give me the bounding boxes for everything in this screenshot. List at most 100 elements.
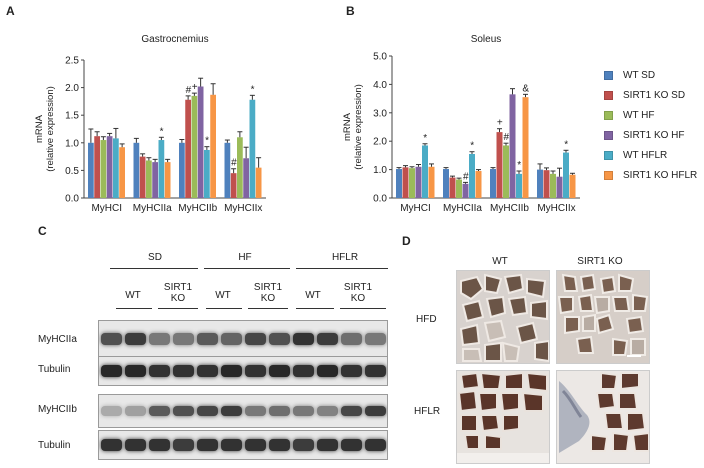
y-axis-label: mRNA(relative expression) — [34, 86, 56, 172]
bar — [422, 145, 428, 198]
y-axis-label: mRNA(relative expression) — [342, 84, 364, 170]
bar — [556, 176, 563, 198]
bar — [230, 173, 237, 198]
blot-band — [125, 333, 146, 345]
blot-band — [245, 333, 266, 345]
histology-image-ko-hflr — [556, 370, 650, 464]
y-tick-label: 1.5 — [65, 111, 79, 122]
group-line-sd — [110, 268, 198, 269]
bar — [204, 149, 210, 198]
blot-band — [365, 365, 386, 377]
group-label-sd: SD — [148, 252, 162, 263]
subgroup-label: WT — [125, 290, 141, 301]
bar — [449, 177, 456, 198]
significance-mark: * — [160, 126, 164, 137]
bar — [415, 166, 422, 198]
blot-label-myhciia: MyHCIIa — [38, 334, 77, 345]
group-line-hf — [204, 268, 290, 269]
histology-image-wt-hflr — [456, 370, 550, 464]
y-tick-label: 2.0 — [65, 83, 79, 94]
subgroup-line — [116, 308, 152, 309]
blot-band — [365, 406, 386, 416]
bar — [462, 183, 469, 198]
bar — [456, 179, 462, 198]
blot-strip-myhciib — [98, 394, 388, 428]
blot-band — [341, 439, 362, 451]
legend-label: SIRT1 KO SD — [623, 90, 686, 101]
bar — [139, 156, 146, 198]
significance-mark: + — [497, 118, 503, 129]
bar — [152, 162, 158, 198]
bar — [100, 140, 107, 198]
blot-strip-tubulin — [98, 430, 388, 460]
y-tick-label: 0.0 — [373, 194, 387, 205]
blot-band — [317, 333, 338, 345]
histology-col-wt: WT — [492, 256, 508, 267]
subgroup-line — [296, 308, 334, 309]
legend-swatch — [604, 170, 613, 180]
muscle-section-image — [457, 271, 549, 363]
blot-band — [125, 365, 146, 377]
bar — [119, 147, 125, 198]
blot-band — [269, 406, 290, 416]
panel-letter-b: B — [346, 4, 355, 18]
legend-item: SIRT1 KO HF — [604, 130, 685, 141]
bar — [185, 99, 191, 198]
bar — [396, 169, 402, 198]
bar — [255, 167, 262, 198]
legend-label: WT SD — [623, 70, 656, 81]
x-tick-label: MyHCIIb — [490, 203, 529, 214]
muscle-section-image — [457, 371, 549, 463]
bar — [537, 169, 543, 198]
blot-strip-tubulin — [98, 356, 388, 386]
blot-band — [101, 365, 122, 377]
blot-band — [149, 365, 170, 377]
significance-mark: + — [192, 82, 198, 93]
blot-strip-myhciia — [98, 320, 388, 358]
y-tick-label: 0.5 — [65, 166, 79, 177]
chart-title: Gastrocnemius — [141, 34, 208, 45]
y-tick-label: 5.0 — [373, 52, 387, 63]
blot-band — [221, 333, 242, 345]
bar — [224, 142, 231, 198]
bar — [179, 142, 185, 198]
bar — [569, 174, 576, 198]
blot-band — [197, 439, 218, 451]
y-axis-label-line: mRNA — [342, 112, 353, 141]
y-tick-label: 1.0 — [373, 165, 387, 176]
blot-band — [173, 439, 194, 451]
subgroup-line — [340, 308, 386, 309]
legend: WT SD SIRT1 KO SD WT HF SIRT1 KO HF WT H… — [604, 70, 704, 190]
blot-band — [149, 439, 170, 451]
bar — [197, 86, 204, 198]
bar — [428, 166, 435, 198]
legend-swatch — [604, 70, 613, 80]
gastrocnemius-bar-chart: Gastrocnemius mRNA(relative expression) 0.… — [34, 34, 266, 214]
significance-mark: # — [231, 158, 237, 169]
blot-band — [149, 406, 170, 416]
blot-band — [197, 406, 218, 416]
bar — [113, 138, 119, 198]
blot-band — [197, 333, 218, 345]
significance-mark: * — [251, 84, 255, 95]
blot-band — [245, 365, 266, 377]
x-tick-label: MyHCIIx — [537, 203, 575, 214]
legend-label: SIRT1 KO HF — [623, 130, 685, 141]
subgroup-label: SIRT1 KO — [253, 282, 283, 304]
legend-swatch — [604, 90, 613, 100]
blot-band — [341, 365, 362, 377]
y-tick-label: 4.0 — [373, 80, 387, 91]
blot-band — [317, 439, 338, 451]
blot-label-myhciib: MyHCIIb — [38, 404, 77, 415]
bar — [88, 142, 94, 198]
muscle-section-image — [557, 371, 649, 463]
y-axis-label-line: (relative expression) — [353, 84, 364, 170]
blot-band — [221, 406, 242, 416]
subgroup-label: SIRT1 KO — [163, 282, 193, 304]
bar — [237, 137, 243, 198]
histology-image-wt-hfd — [456, 270, 550, 364]
legend-item: WT SD — [604, 70, 655, 81]
significance-mark: * — [423, 133, 427, 144]
y-tick-label: 2.5 — [65, 56, 79, 67]
significance-mark: * — [470, 141, 474, 152]
